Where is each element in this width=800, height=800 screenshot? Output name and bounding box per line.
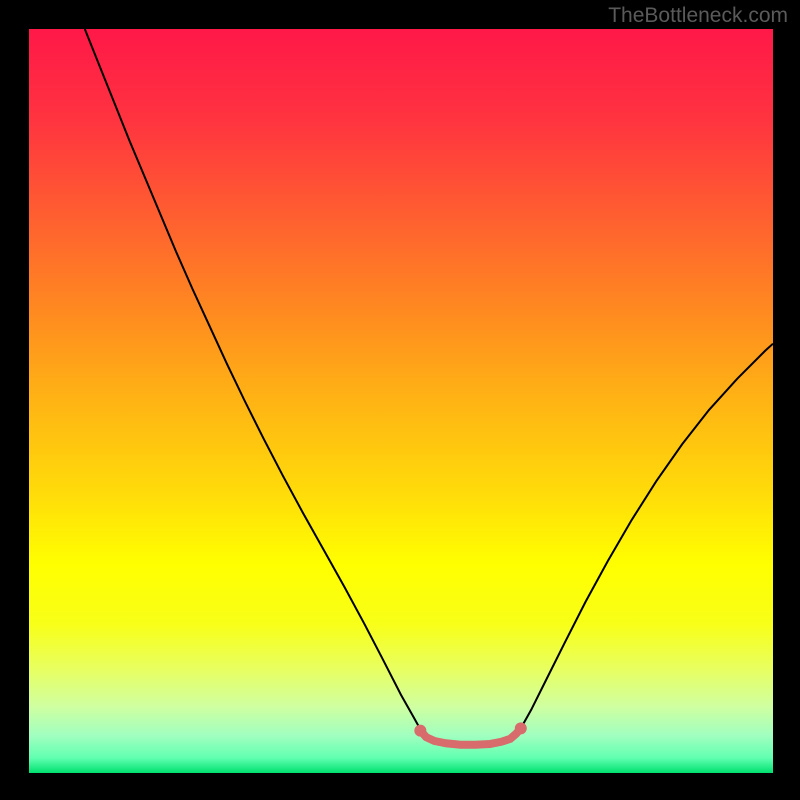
plot-area: [29, 29, 773, 773]
chart-svg: [29, 29, 773, 773]
range-end-dot: [414, 725, 426, 737]
range-end-dot: [515, 722, 527, 734]
gradient-background: [29, 29, 773, 773]
watermark-text: TheBottleneck.com: [608, 4, 788, 28]
